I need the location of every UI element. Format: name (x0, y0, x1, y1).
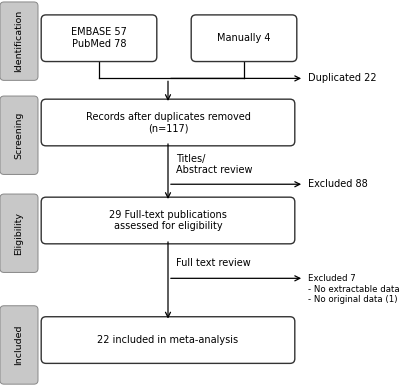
Text: Titles/
Abstract review: Titles/ Abstract review (176, 154, 252, 176)
Text: Excluded 7
- No extractable data (6)
- No original data (1): Excluded 7 - No extractable data (6) - N… (308, 274, 400, 304)
Text: Eligibility: Eligibility (14, 212, 24, 255)
Text: Manually 4: Manually 4 (217, 33, 271, 43)
Text: Screening: Screening (14, 112, 24, 159)
Text: Full text review: Full text review (176, 258, 251, 268)
Text: Included: Included (14, 325, 24, 365)
Text: Records after duplicates removed
(n=117): Records after duplicates removed (n=117) (86, 112, 250, 133)
FancyBboxPatch shape (41, 15, 157, 62)
FancyBboxPatch shape (0, 96, 38, 174)
Text: 29 Full-text publications
assessed for eligibility: 29 Full-text publications assessed for e… (109, 210, 227, 231)
FancyBboxPatch shape (0, 194, 38, 272)
Text: Identification: Identification (14, 10, 24, 72)
FancyBboxPatch shape (0, 2, 38, 80)
Text: 22 included in meta-analysis: 22 included in meta-analysis (98, 335, 238, 345)
Text: EMBASE 57
PubMed 78: EMBASE 57 PubMed 78 (71, 27, 127, 49)
Text: Excluded 88: Excluded 88 (308, 179, 368, 189)
Text: Duplicated 22: Duplicated 22 (308, 73, 377, 83)
FancyBboxPatch shape (191, 15, 297, 62)
FancyBboxPatch shape (0, 306, 38, 384)
FancyBboxPatch shape (41, 317, 295, 363)
FancyBboxPatch shape (41, 99, 295, 146)
FancyBboxPatch shape (41, 197, 295, 244)
